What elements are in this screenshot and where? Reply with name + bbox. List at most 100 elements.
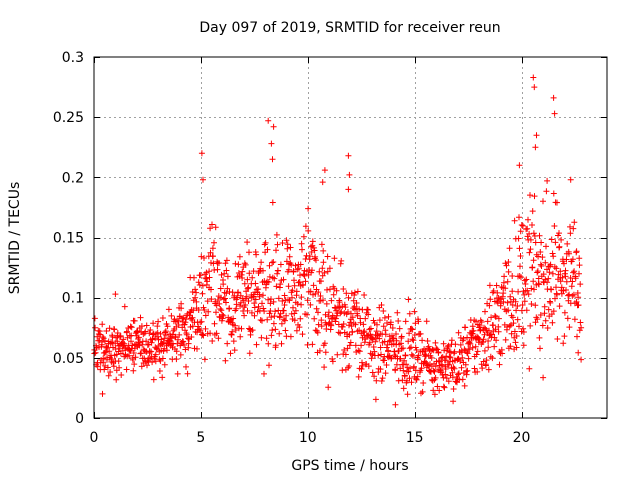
data-point xyxy=(571,268,578,275)
data-point xyxy=(339,367,346,374)
data-point xyxy=(452,341,459,348)
data-point xyxy=(100,355,107,362)
data-point xyxy=(260,292,266,299)
data-point xyxy=(230,338,237,345)
data-point xyxy=(302,223,309,230)
data-point xyxy=(123,366,130,373)
data-point xyxy=(537,249,544,255)
data-point xyxy=(512,339,519,346)
data-point xyxy=(198,318,205,325)
data-point xyxy=(280,307,287,314)
data-point xyxy=(211,239,217,246)
data-point xyxy=(306,253,313,260)
data-point xyxy=(256,293,263,300)
data-point xyxy=(577,281,584,288)
data-point xyxy=(345,294,352,301)
data-point xyxy=(341,347,348,353)
data-point xyxy=(373,328,380,335)
data-point xyxy=(393,331,399,337)
data-point xyxy=(554,199,560,206)
data-point xyxy=(454,356,461,363)
data-point xyxy=(94,363,101,370)
data-point xyxy=(198,253,205,260)
data-point xyxy=(549,270,556,277)
data-point xyxy=(309,238,316,245)
data-point xyxy=(495,315,502,322)
data-point xyxy=(223,290,230,297)
data-point xyxy=(432,339,439,346)
data-point xyxy=(539,322,546,329)
data-point xyxy=(346,342,353,349)
data-point xyxy=(100,335,107,342)
data-point xyxy=(365,311,372,318)
data-point xyxy=(392,367,399,374)
data-point xyxy=(509,273,516,279)
data-point xyxy=(513,333,520,339)
data-point xyxy=(418,365,425,372)
data-point xyxy=(309,267,315,274)
data-point xyxy=(281,302,288,308)
data-point xyxy=(319,265,326,272)
data-point xyxy=(130,350,137,356)
data-point xyxy=(465,355,472,362)
data-point xyxy=(232,322,238,329)
data-point xyxy=(150,320,157,327)
data-point xyxy=(471,365,478,372)
data-point xyxy=(455,371,461,378)
data-point xyxy=(529,208,536,215)
data-point xyxy=(261,370,267,377)
data-point xyxy=(316,347,323,354)
data-point xyxy=(499,350,506,357)
data-point xyxy=(117,332,124,339)
data-point xyxy=(312,253,319,260)
data-point xyxy=(462,361,469,368)
data-point xyxy=(138,323,145,330)
data-point xyxy=(318,241,325,248)
data-point xyxy=(502,285,509,292)
data-point xyxy=(192,294,199,301)
data-point xyxy=(189,323,196,330)
data-point xyxy=(270,123,277,130)
data-point xyxy=(376,317,383,324)
data-point xyxy=(517,253,524,259)
data-point xyxy=(402,318,409,325)
data-point xyxy=(392,401,399,408)
data-point xyxy=(182,319,189,326)
data-point xyxy=(320,259,327,266)
data-point xyxy=(110,363,117,370)
data-point xyxy=(428,354,435,361)
data-point xyxy=(563,256,570,263)
data-point xyxy=(377,344,384,351)
data-point xyxy=(184,370,191,377)
data-point xyxy=(435,349,442,356)
data-point xyxy=(563,278,570,285)
data-point xyxy=(406,375,413,382)
data-point xyxy=(485,366,492,373)
data-point xyxy=(493,282,500,289)
data-point xyxy=(550,308,557,315)
data-point xyxy=(220,281,227,288)
data-point xyxy=(356,348,363,355)
data-point xyxy=(561,309,568,316)
data-point xyxy=(402,352,409,359)
data-point xyxy=(148,339,155,346)
data-point xyxy=(556,243,563,250)
data-point xyxy=(235,261,242,268)
data-point xyxy=(464,350,471,357)
data-point xyxy=(388,354,395,361)
data-point xyxy=(114,330,121,336)
data-point xyxy=(413,376,420,383)
data-point xyxy=(274,270,281,277)
data-point xyxy=(460,335,467,342)
data-point xyxy=(576,327,583,334)
data-point xyxy=(154,323,161,330)
data-point xyxy=(284,241,291,248)
data-point xyxy=(193,289,200,296)
data-point xyxy=(369,369,376,376)
data-point xyxy=(420,380,427,386)
data-point xyxy=(165,306,172,313)
data-point xyxy=(551,223,558,229)
data-point xyxy=(287,244,294,251)
data-point xyxy=(553,284,559,291)
data-point xyxy=(532,302,539,309)
